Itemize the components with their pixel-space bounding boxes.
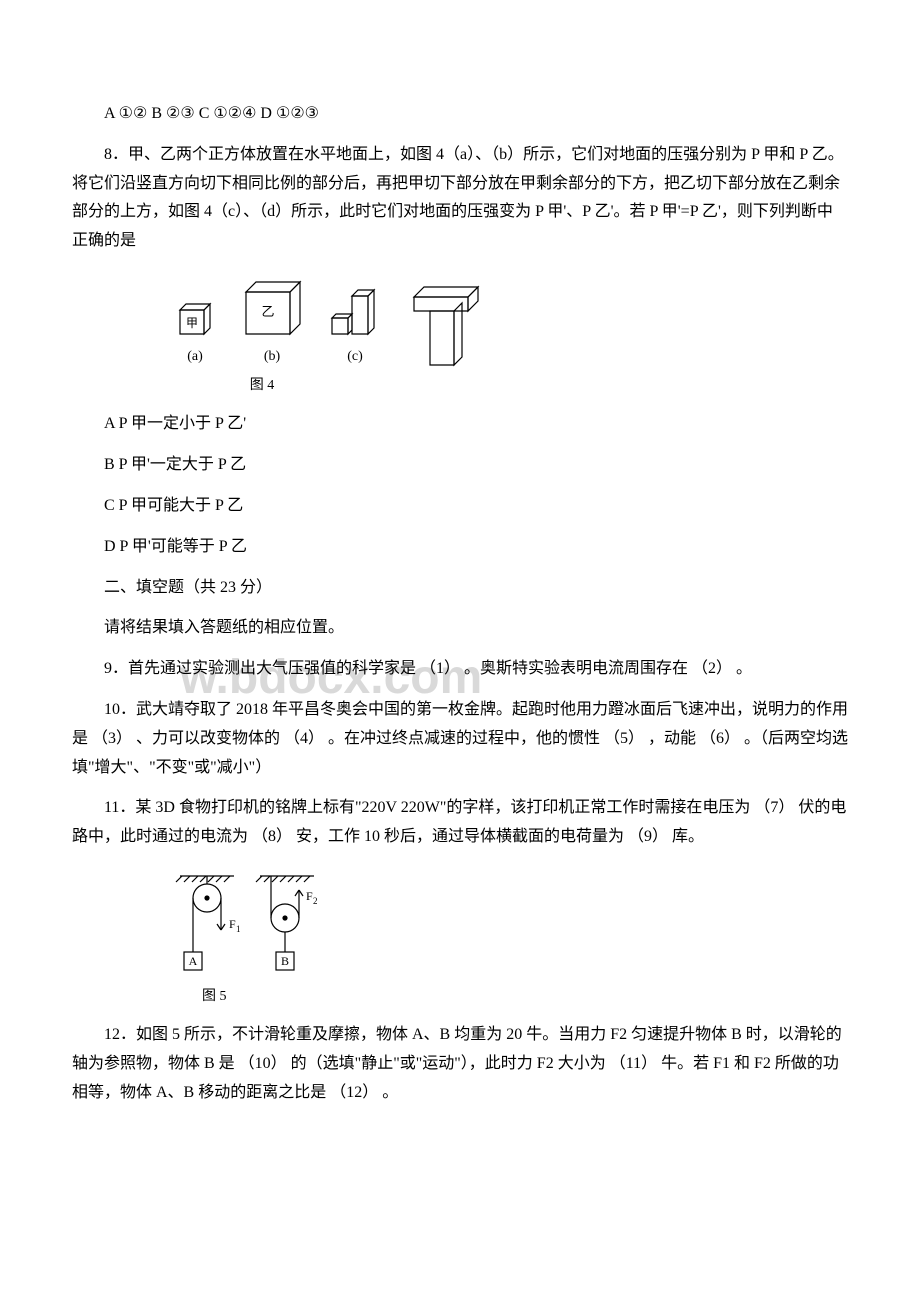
svg-text:A: A bbox=[189, 954, 198, 968]
fig4-label-a: (a) bbox=[187, 344, 203, 369]
cube-jia-icon: 甲 bbox=[172, 290, 218, 338]
q8-option-d: D P 甲'可能等于 P 乙 bbox=[72, 533, 848, 562]
section-2-note: 请将结果填入答题纸的相应位置。 bbox=[72, 614, 848, 643]
svg-text:1: 1 bbox=[236, 924, 241, 934]
figure-5: A F 1 F 2 B 图 5 bbox=[172, 870, 848, 1009]
fig4-b: 乙 (b) bbox=[240, 274, 304, 369]
char-yi: 乙 bbox=[261, 304, 274, 319]
pulley-diagram-icon: A F 1 F 2 B bbox=[172, 870, 342, 980]
q8-option-c: C P 甲可能大于 P 乙 bbox=[72, 492, 848, 521]
svg-text:B: B bbox=[281, 954, 289, 968]
q8-option-b: B P 甲'一定大于 P 乙 bbox=[72, 451, 848, 480]
stack-d-icon bbox=[406, 281, 488, 369]
q12-text: 12．如图 5 所示，不计滑轮重及摩擦，物体 A、B 均重为 20 牛。当用力 … bbox=[72, 1021, 848, 1107]
cube-yi-icon: 乙 bbox=[240, 274, 304, 338]
fig4-d bbox=[406, 281, 488, 369]
stack-c-icon bbox=[326, 280, 384, 338]
fig4-a: 甲 (a) bbox=[172, 290, 218, 369]
section-2-heading: 二、填空题（共 23 分） bbox=[72, 574, 848, 603]
fig4-label-b: (b) bbox=[264, 344, 280, 369]
figure-4: 甲 (a) 乙 (b) bbox=[172, 274, 848, 398]
fig4-caption: 图 4 bbox=[172, 373, 352, 398]
q10-text: 10．武大靖夺取了 2018 年平昌冬奥会中国的第一枚金牌。起跑时他用力蹬冰面后… bbox=[72, 696, 848, 782]
svg-text:F: F bbox=[306, 889, 313, 903]
q11-text: 11．某 3D 食物打印机的铭牌上标有"220V 220W"的字样，该打印机正常… bbox=[72, 794, 848, 852]
page-content: A ①② B ②③ C ①②④ D ①②③ 8．甲、乙两个正方体放置在水平地面上… bbox=[72, 100, 848, 1108]
q8-stem: 8．甲、乙两个正方体放置在水平地面上，如图 4（a）、（b）所示，它们对地面的压… bbox=[72, 141, 848, 256]
fig4-c: (c) bbox=[326, 280, 384, 369]
svg-text:F: F bbox=[229, 917, 236, 931]
svg-text:2: 2 bbox=[313, 896, 318, 906]
q9-text: 9．首先通过实验测出大气压强值的科学家是 （1） 。奥斯特实验表明电流周围存在 … bbox=[72, 655, 848, 684]
q7-options: A ①② B ②③ C ①②④ D ①②③ bbox=[72, 100, 848, 129]
fig5-caption: 图 5 bbox=[202, 984, 322, 1009]
char-jia: 甲 bbox=[186, 316, 198, 330]
fig4-label-c: (c) bbox=[347, 344, 363, 369]
q8-option-a: A P 甲一定小于 P 乙' bbox=[72, 410, 848, 439]
